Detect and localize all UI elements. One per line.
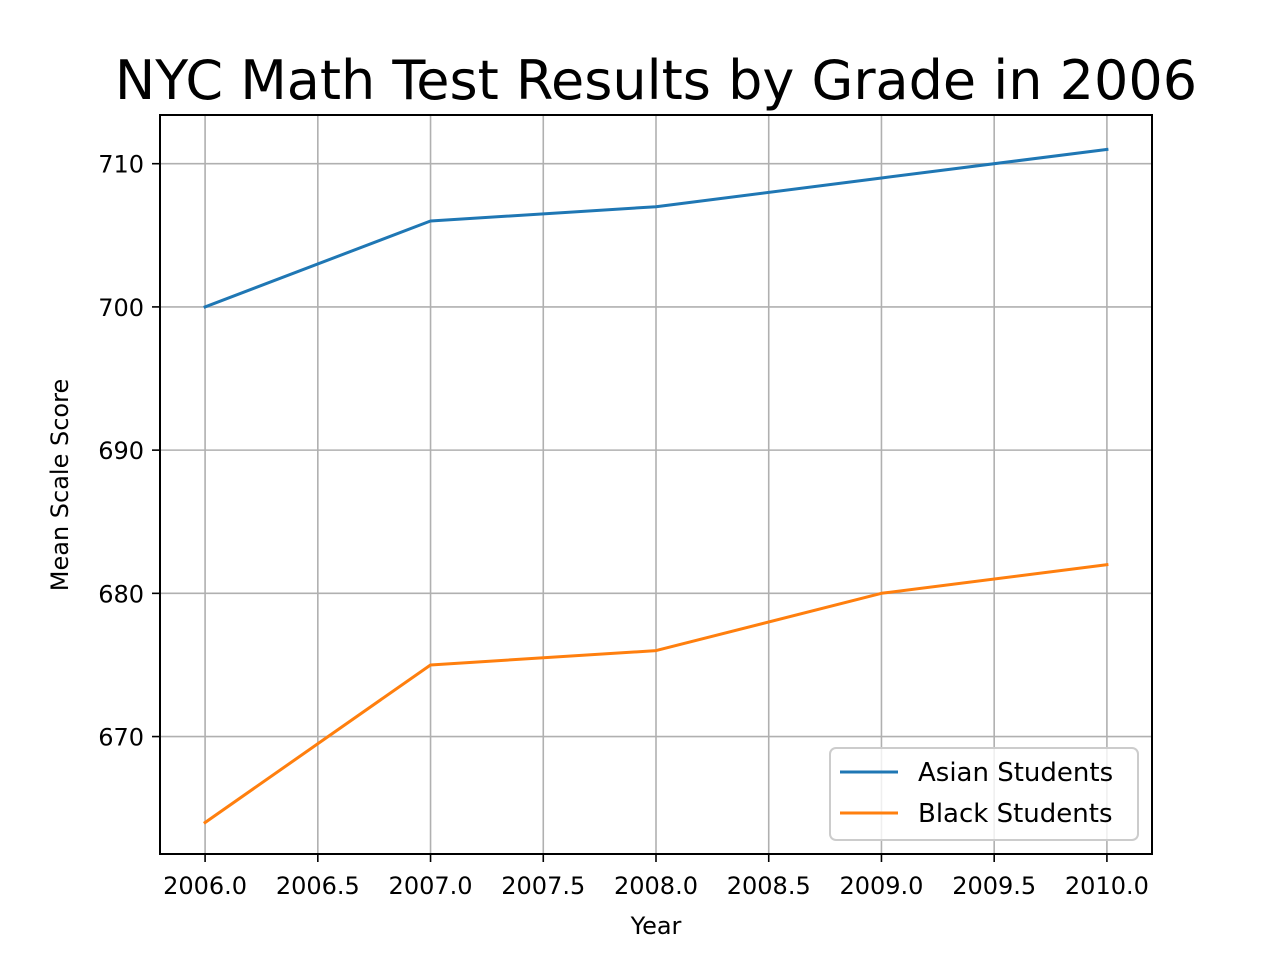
legend-label-black-students: Black Students bbox=[918, 799, 1113, 829]
grid-lines bbox=[160, 115, 1152, 854]
y-tick-label: 710 bbox=[98, 151, 144, 179]
x-axis-ticks: 2006.0 2006.5 2007.0 2007.5 2008.0 2008.5 2009… bbox=[163, 854, 1149, 900]
y-tick-label: 690 bbox=[98, 437, 144, 465]
y-axis-ticks: 670 680 690 700 710 bbox=[98, 151, 160, 752]
x-tick-label: 2007.5 bbox=[501, 872, 585, 900]
y-tick-label: 670 bbox=[98, 724, 144, 752]
series-lines bbox=[203, 147, 1109, 825]
series-line-asian-students bbox=[203, 147, 1109, 309]
y-tick-label: 700 bbox=[98, 294, 144, 322]
x-tick-label: 2007.0 bbox=[389, 872, 473, 900]
series-line-black-students bbox=[203, 563, 1109, 825]
x-tick-label: 2006.0 bbox=[163, 872, 247, 900]
legend-label-asian-students: Asian Students bbox=[918, 758, 1113, 788]
legend: Asian Students Black Students bbox=[829, 747, 1139, 841]
x-tick-label: 2009.0 bbox=[839, 872, 923, 900]
legend-box bbox=[829, 747, 1139, 841]
x-tick-label: 2006.5 bbox=[276, 872, 360, 900]
x-tick-label: 2009.5 bbox=[952, 872, 1036, 900]
y-axis-label: Mean Scale Score bbox=[46, 379, 74, 591]
x-tick-label: 2008.5 bbox=[727, 872, 811, 900]
x-tick-label: 2008.0 bbox=[614, 872, 698, 900]
x-tick-label: 2010.0 bbox=[1065, 872, 1149, 900]
x-axis-label: Year bbox=[630, 912, 682, 940]
y-tick-label: 680 bbox=[98, 580, 144, 608]
chart-title: NYC Math Test Results by Grade in 2006 bbox=[115, 49, 1197, 112]
